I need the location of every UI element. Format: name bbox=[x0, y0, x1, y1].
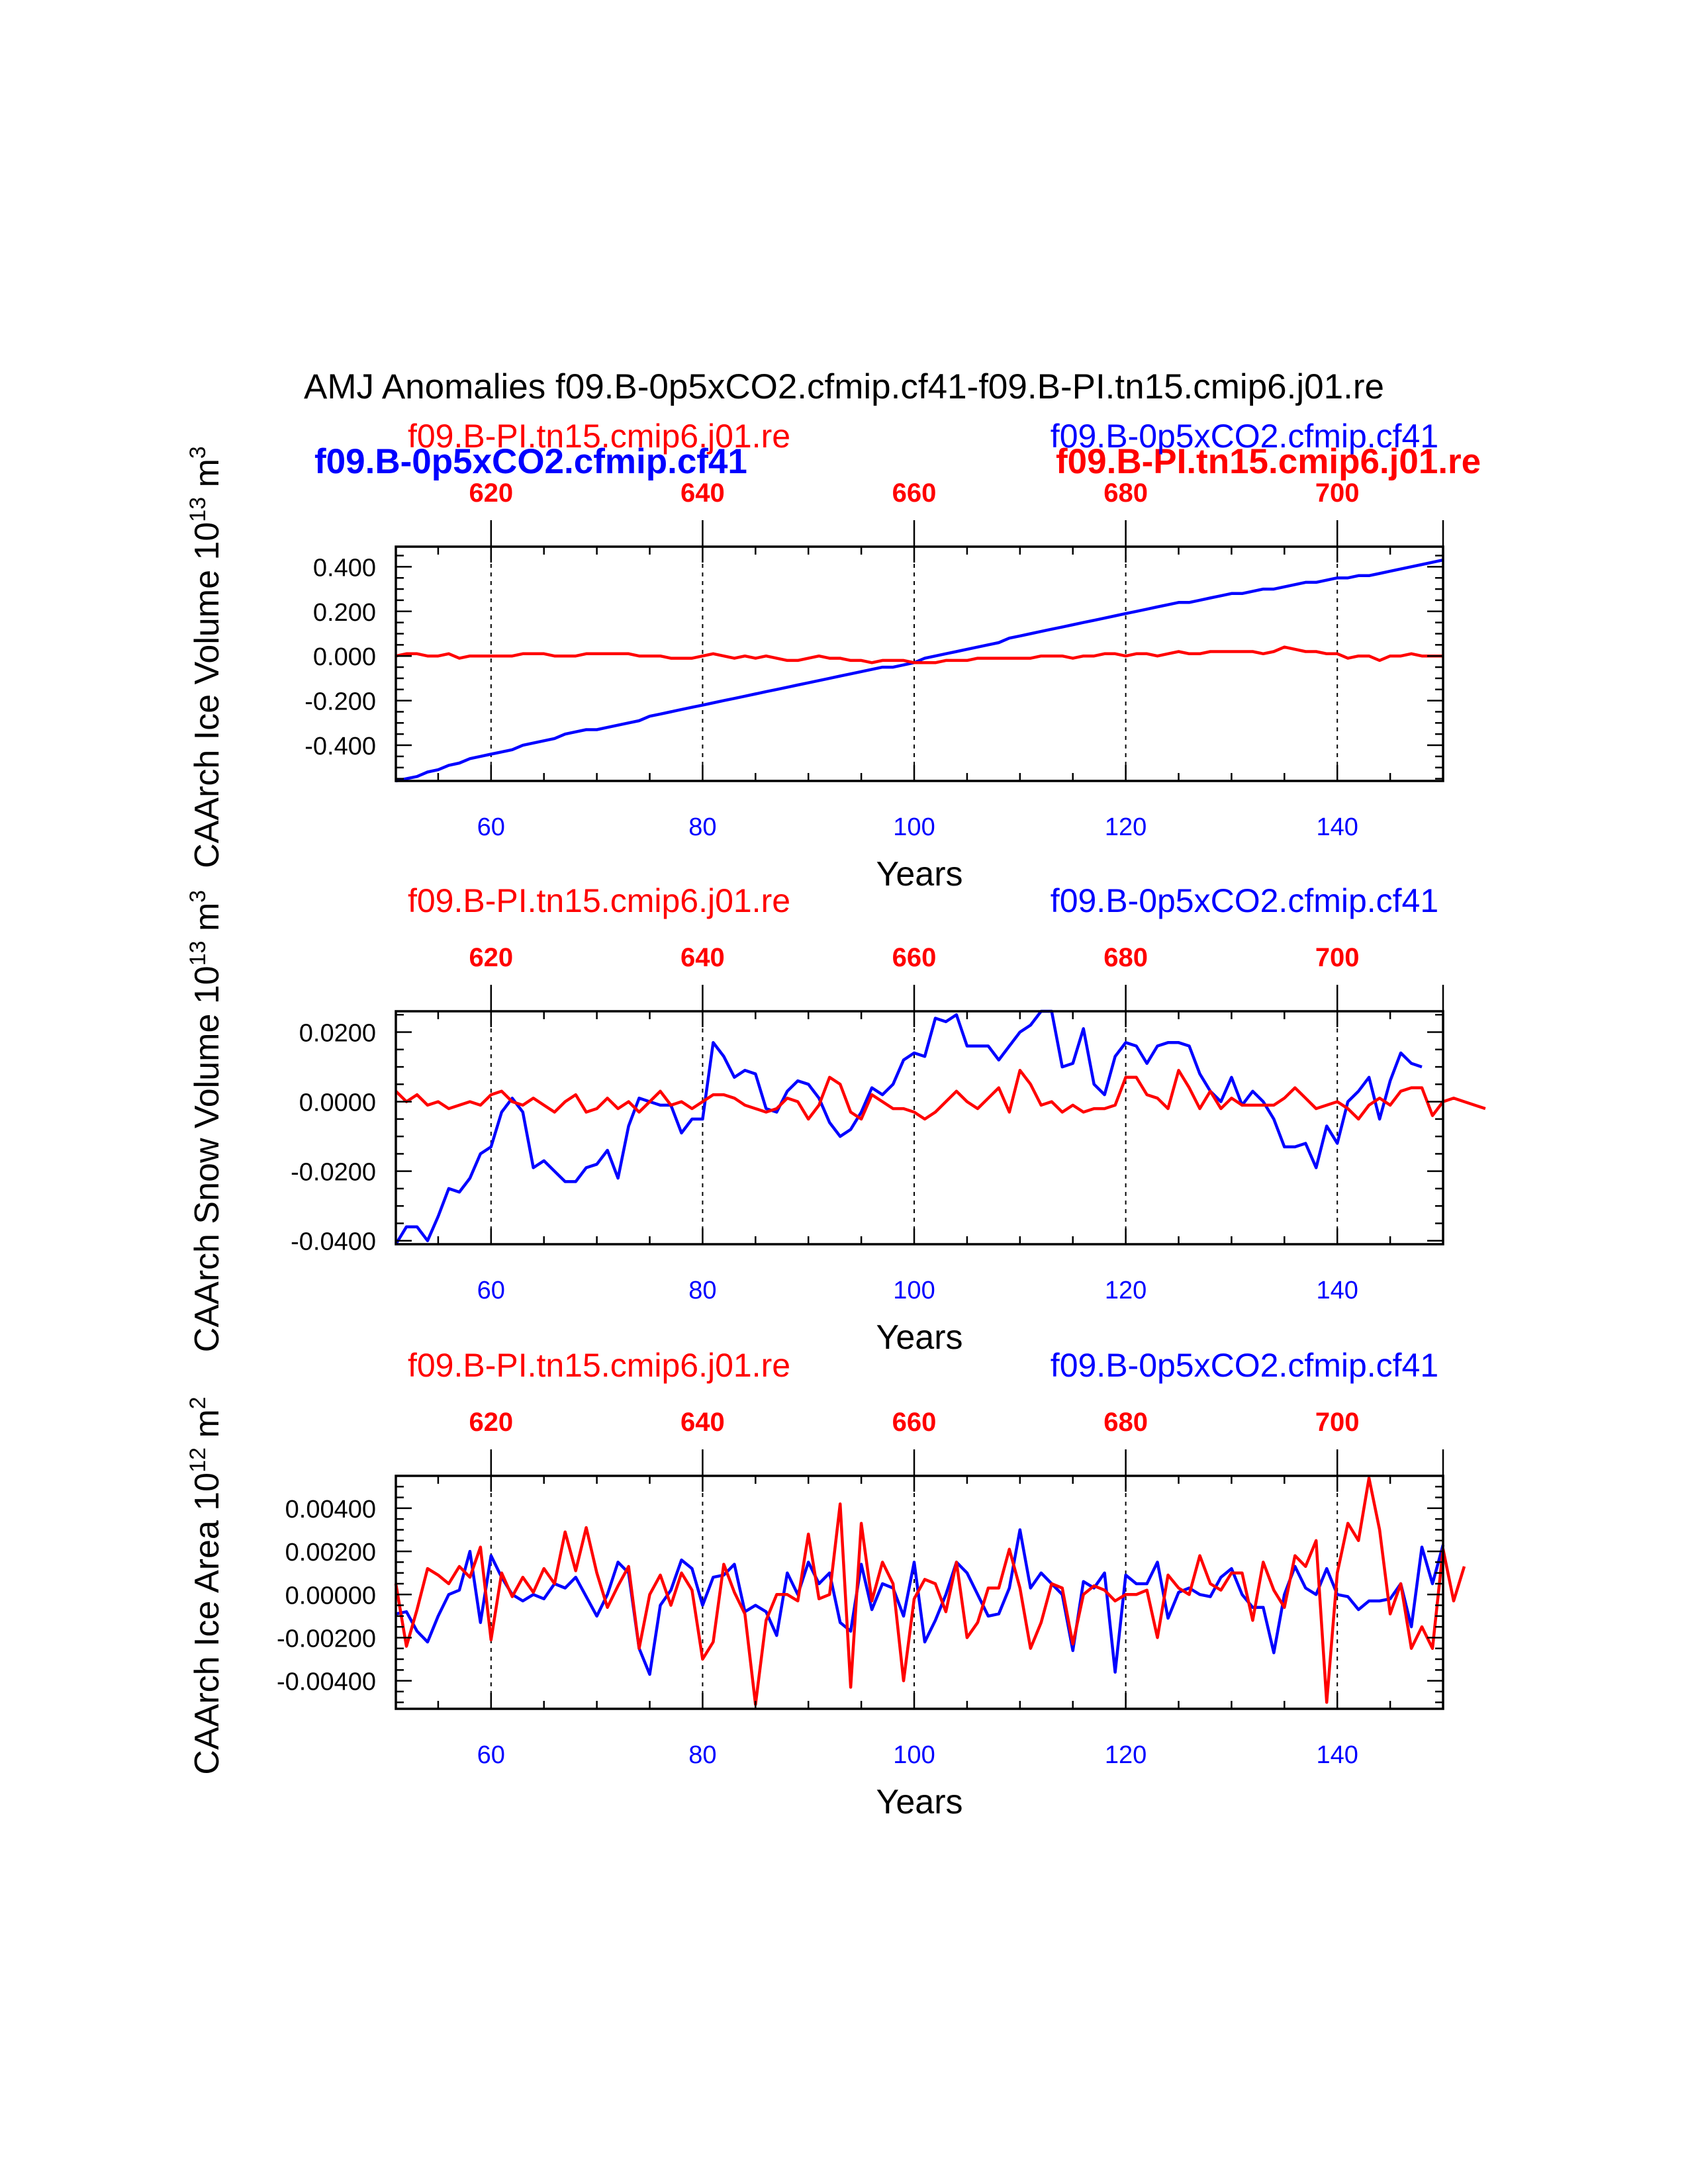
y-axis-label-superscript: 2 bbox=[185, 1396, 211, 1409]
y-tick-label: -0.0400 bbox=[291, 1228, 376, 1256]
y-axis-label: CAArch Ice Volume 1013 m3 bbox=[185, 446, 226, 868]
x-tick-label: 60 bbox=[477, 1741, 505, 1769]
x-axis-label: Years bbox=[876, 855, 962, 893]
series-line-exp bbox=[395, 1528, 1445, 1676]
y-tick-label: 0.00200 bbox=[285, 1539, 376, 1567]
y-tick-label: -0.200 bbox=[305, 688, 376, 716]
x-tick-label: 100 bbox=[893, 1741, 935, 1769]
x-axis-label: Years bbox=[876, 1783, 962, 1821]
top-x-tick-label: 680 bbox=[1103, 1408, 1148, 1437]
y-tick-label: 0.0000 bbox=[299, 1089, 376, 1117]
panels: 60 80 100 120 140 620 640 660 680 700 -0.400 -0.200… bbox=[185, 418, 1486, 1821]
series-line-exp bbox=[395, 558, 1444, 783]
y-axis-label-text: m bbox=[188, 903, 226, 941]
y-axis-label-text: m bbox=[188, 1409, 226, 1447]
top-x-tick-label: 680 bbox=[1103, 943, 1148, 972]
y-axis-label: CAArch Snow Volume 1013 m3 bbox=[185, 890, 226, 1352]
x-tick-label: 120 bbox=[1105, 1277, 1147, 1304]
y-axis-label-superscript: 13 bbox=[185, 941, 211, 966]
top-x-tick-label: 620 bbox=[469, 478, 513, 508]
top-x-tick-label: 620 bbox=[469, 1408, 513, 1437]
x-tick-label: 80 bbox=[688, 1741, 716, 1769]
top-x-tick-label: 660 bbox=[892, 1408, 937, 1437]
y-tick-label: 0.200 bbox=[313, 599, 376, 627]
top-x-tick-label: 680 bbox=[1103, 478, 1148, 508]
x-tick-label: 140 bbox=[1316, 1277, 1358, 1304]
top-right-series-label: f09.B-0p5xCO2.cfmip.cf41 bbox=[1051, 882, 1438, 919]
y-tick-label: 0.0200 bbox=[299, 1020, 376, 1048]
top-x-tick-label: 660 bbox=[892, 943, 937, 972]
x-tick-label: 80 bbox=[688, 813, 716, 841]
y-axis-label-text: CAArch Snow Volume 10 bbox=[188, 966, 226, 1352]
y-axis-label-text: CAArch Ice Volume 10 bbox=[188, 522, 226, 868]
y-tick-label: 0.00000 bbox=[285, 1582, 376, 1610]
y-axis-label-text: CAArch Ice Area 10 bbox=[188, 1473, 226, 1775]
x-axis-label: Years bbox=[876, 1318, 962, 1357]
panel-ice-area: 60 80 100 120 140 620 640 660 680 700 -0.00400 -0.0… bbox=[185, 1347, 1466, 1821]
y-axis-label-superscript: 3 bbox=[185, 446, 211, 459]
top-right-series-label: f09.B-0p5xCO2.cfmip.cf41 bbox=[1051, 418, 1438, 455]
y-tick-label: 0.00400 bbox=[285, 1496, 376, 1524]
top-x-tick-label: 700 bbox=[1315, 943, 1360, 972]
y-axis-label-superscript: 12 bbox=[185, 1447, 211, 1473]
y-axis-label-superscript: 3 bbox=[185, 890, 211, 903]
x-tick-label: 120 bbox=[1105, 1741, 1147, 1769]
plot-frame bbox=[395, 1475, 1444, 1710]
top-x-tick-label: 640 bbox=[680, 943, 725, 972]
series-line-ctrl bbox=[394, 1477, 1466, 1706]
y-tick-label: -0.00200 bbox=[277, 1625, 376, 1653]
y-tick-label: -0.0200 bbox=[291, 1159, 376, 1187]
y-axis-label: CAArch Ice Area 1012 m2 bbox=[185, 1396, 226, 1774]
y-tick-label: -0.400 bbox=[305, 733, 376, 760]
panel-snow-volume: 60 80 100 120 140 620 640 660 680 700 -0.0400 -0.02… bbox=[185, 882, 1486, 1357]
plot-frame bbox=[395, 545, 1444, 782]
legend-ctrl-bold: f09.B-PI.tn15.cmip6.j01.re bbox=[1056, 442, 1481, 481]
figure-title: AMJ Anomalies f09.B-0p5xCO2.cfmip.cf41-f… bbox=[304, 367, 1384, 406]
series-line-exp bbox=[395, 1009, 1423, 1246]
x-tick-label: 120 bbox=[1105, 813, 1147, 841]
x-tick-label: 80 bbox=[688, 1277, 716, 1304]
y-axis-label-superscript: 13 bbox=[185, 497, 211, 522]
top-x-tick-label: 660 bbox=[892, 478, 937, 508]
top-right-series-label: f09.B-0p5xCO2.cfmip.cf41 bbox=[1051, 1347, 1438, 1384]
top-x-tick-label: 640 bbox=[680, 1408, 725, 1437]
top-left-series-label: f09.B-PI.tn15.cmip6.j01.re bbox=[408, 418, 790, 455]
y-axis-label-text: m bbox=[188, 459, 226, 497]
y-tick-label: -0.00400 bbox=[277, 1668, 376, 1696]
top-left-series-label: f09.B-PI.tn15.cmip6.j01.re bbox=[408, 882, 790, 919]
x-tick-label: 60 bbox=[477, 1277, 505, 1304]
top-x-tick-label: 700 bbox=[1315, 478, 1360, 508]
panel-ice-volume: 60 80 100 120 140 620 640 660 680 700 -0.400 -0.200… bbox=[185, 418, 1444, 893]
y-tick-label: 0.000 bbox=[313, 643, 376, 671]
x-tick-label: 140 bbox=[1316, 1741, 1358, 1769]
plot-frame bbox=[395, 1010, 1444, 1246]
top-x-tick-label: 620 bbox=[469, 943, 513, 972]
x-tick-label: 60 bbox=[477, 813, 505, 841]
series-line-ctrl bbox=[395, 645, 1443, 664]
series-line-ctrl bbox=[395, 1069, 1486, 1121]
top-left-series-label: f09.B-PI.tn15.cmip6.j01.re bbox=[408, 1347, 790, 1384]
x-tick-label: 100 bbox=[893, 813, 935, 841]
x-tick-label: 100 bbox=[893, 1277, 935, 1304]
top-x-tick-label: 700 bbox=[1315, 1408, 1360, 1437]
x-tick-label: 140 bbox=[1316, 813, 1358, 841]
y-tick-label: 0.400 bbox=[313, 554, 376, 582]
top-x-tick-label: 640 bbox=[680, 478, 725, 508]
legend-exp-bold: f09.B-0p5xCO2.cfmip.cf41 bbox=[314, 442, 747, 481]
